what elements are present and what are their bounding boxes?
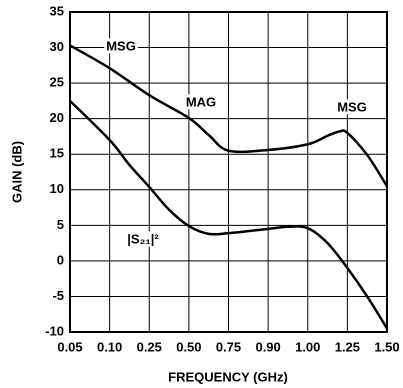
x-axis-label: FREQUENCY (GHz) <box>168 369 288 384</box>
annotation: MAG <box>186 94 216 109</box>
y-tick-label: 35 <box>50 3 64 18</box>
y-axis-label: GAIN (dB) <box>9 141 24 203</box>
x-tick-label: 0.10 <box>97 339 122 354</box>
gain-curve <box>69 99 389 330</box>
x-tick-label: 1.00 <box>295 339 320 354</box>
x-tick-label: 0.50 <box>176 339 201 354</box>
y-tick-label: 20 <box>50 110 64 125</box>
x-tick-label: 1.50 <box>374 339 399 354</box>
x-tick-label: 0.05 <box>57 339 82 354</box>
x-tick-label: 0.90 <box>255 339 280 354</box>
annotation-background <box>335 99 369 115</box>
annotation: MSG <box>337 99 367 114</box>
y-tick-label: 15 <box>50 146 64 161</box>
y-tick-label: -10 <box>45 323 64 338</box>
gain-curve <box>69 44 389 187</box>
x-tick-label: 0.75 <box>216 339 241 354</box>
annotation-background <box>183 94 219 110</box>
plot-frame <box>69 11 388 333</box>
y-tick-label: -5 <box>52 288 64 303</box>
annotation: |S₂₁|² <box>127 231 159 246</box>
y-tick-label: 0 <box>57 252 64 267</box>
x-tick-label: 0.25 <box>137 339 162 354</box>
y-tick-label: 10 <box>50 181 64 196</box>
y-tick-label: 30 <box>50 39 64 54</box>
annotation: MSG <box>106 38 136 53</box>
y-tick-label: 25 <box>50 75 64 90</box>
annotation-background <box>104 38 138 54</box>
annotation-background <box>125 231 162 247</box>
y-tick-label: 5 <box>57 217 64 232</box>
x-tick-label: 1.25 <box>335 339 360 354</box>
